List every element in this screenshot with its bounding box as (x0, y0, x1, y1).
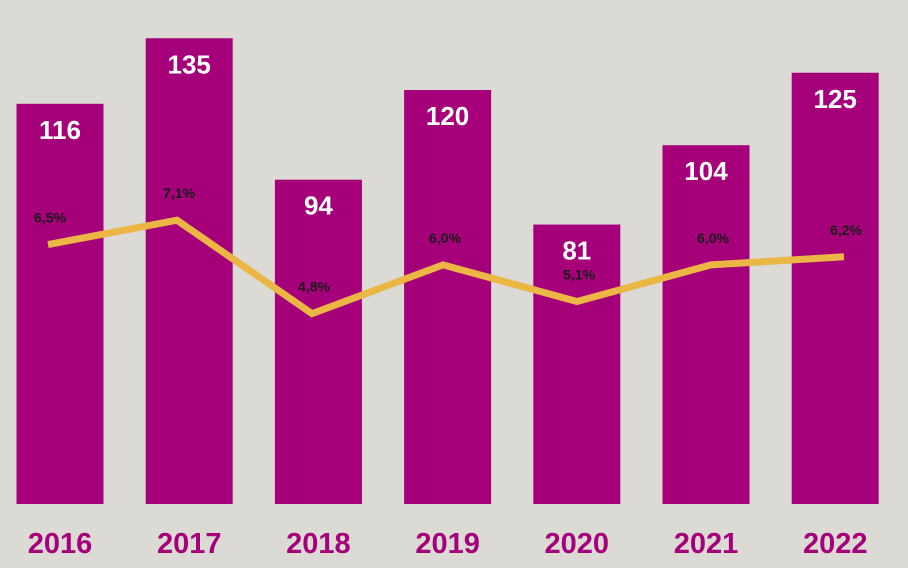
line-value-label-2018: 4,8% (298, 279, 330, 295)
bar-2019 (404, 90, 492, 504)
bar-value-label-2022: 125 (814, 84, 857, 114)
bar-series (16, 38, 879, 505)
line-value-label-2017: 7,1% (163, 185, 195, 201)
bar-2020 (533, 224, 621, 505)
line-series-path (47, 216, 845, 318)
bar-value-label-2019: 120 (426, 101, 469, 131)
bar-value-label-2020: 81 (562, 236, 591, 266)
x-tick-label-2022: 2022 (803, 528, 868, 560)
data-labels: 116 135 94 120 81 104 125 6,5% 7,1% 4,8% 6,0% 5,1% 6… (34, 49, 862, 294)
line-value-label-2021: 6,0% (697, 230, 729, 246)
bar-value-label-2017: 135 (168, 49, 211, 79)
x-tick-label-2017: 2017 (157, 528, 222, 560)
x-tick-label-2019: 2019 (415, 528, 480, 560)
x-tick-label-2018: 2018 (286, 528, 351, 560)
x-axis: 2016 2017 2018 2019 2020 2021 2022 (28, 528, 868, 560)
bar-2017 (145, 38, 233, 504)
bar-2022 (791, 72, 879, 504)
bar-value-label-2018: 94 (304, 191, 333, 221)
line-value-label-2016: 6,5% (34, 210, 66, 226)
x-tick-label-2020: 2020 (545, 528, 610, 560)
line-value-label-2020: 5,1% (563, 266, 595, 282)
x-tick-label-2021: 2021 (674, 528, 739, 560)
line-series (47, 216, 845, 318)
bar-value-label-2016: 116 (39, 115, 81, 145)
x-tick-label-2016: 2016 (28, 528, 93, 560)
bar-2018 (274, 179, 362, 504)
bar-value-label-2021: 104 (684, 156, 728, 186)
line-value-label-2022: 6,2% (830, 222, 862, 238)
line-value-label-2019: 6,0% (429, 230, 461, 246)
bar-2021 (662, 145, 750, 504)
bar-2016 (16, 103, 104, 505)
